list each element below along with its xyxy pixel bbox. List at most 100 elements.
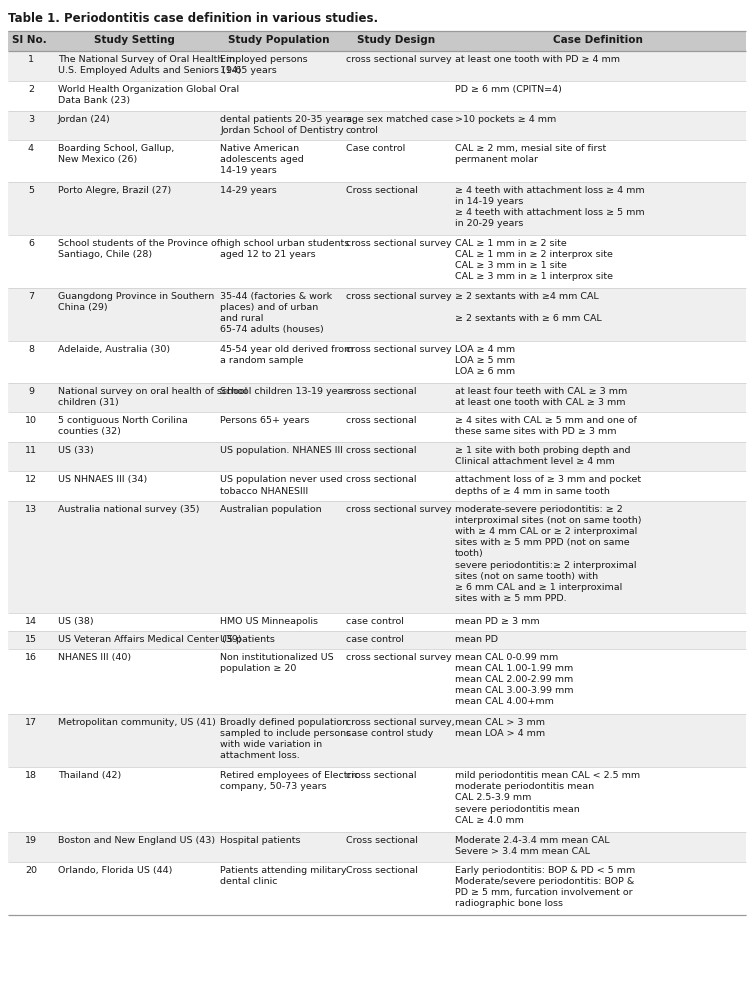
Text: dental patients 20-35 years,
Jordan School of Dentistry: dental patients 20-35 years, Jordan Scho… xyxy=(220,115,355,134)
Text: mild periodontitis mean CAL < 2.5 mm
moderate periodontitis mean
CAL 2.5-3.9 mm
: mild periodontitis mean CAL < 2.5 mm mod… xyxy=(455,771,640,825)
Text: ≥ 4 sites with CAL ≥ 5 mm and one of
these same sites with PD ≥ 3 mm: ≥ 4 sites with CAL ≥ 5 mm and one of the… xyxy=(455,416,636,436)
Text: HMO US Minneapolis: HMO US Minneapolis xyxy=(220,618,318,626)
Text: Guangdong Province in Southern
China (29): Guangdong Province in Southern China (29… xyxy=(58,292,214,312)
Text: cross sectional survey: cross sectional survey xyxy=(345,292,451,301)
Text: Boarding School, Gallup,
New Mexico (26): Boarding School, Gallup, New Mexico (26) xyxy=(58,144,174,164)
Bar xyxy=(8,288,746,342)
Text: PD ≥ 6 mm (CPITN=4): PD ≥ 6 mm (CPITN=4) xyxy=(455,85,562,94)
Bar xyxy=(8,862,746,915)
Text: US patients: US patients xyxy=(220,635,275,644)
Text: The National Survey of Oral Health in
U.S. Employed Adults and Seniors (14): The National Survey of Oral Health in U.… xyxy=(58,56,241,76)
Text: cross sectional: cross sectional xyxy=(345,475,416,484)
Text: Patients attending military
dental clinic: Patients attending military dental clini… xyxy=(220,866,347,885)
Text: 35-44 (factories & work
places) and of urban
and rural
65-74 adults (houses): 35-44 (factories & work places) and of u… xyxy=(220,292,333,335)
Text: 20: 20 xyxy=(25,866,37,874)
Text: NHANES III (40): NHANES III (40) xyxy=(58,653,131,662)
Text: US NHNAES III (34): US NHNAES III (34) xyxy=(58,475,147,484)
Text: 7: 7 xyxy=(28,292,34,301)
Text: CAL ≥ 2 mm, mesial site of first
permanent molar: CAL ≥ 2 mm, mesial site of first permane… xyxy=(455,144,606,164)
Text: Australia national survey (35): Australia national survey (35) xyxy=(58,505,199,514)
Text: cross sectional: cross sectional xyxy=(345,386,416,395)
Text: at least one tooth with PD ≥ 4 mm: at least one tooth with PD ≥ 4 mm xyxy=(455,56,620,65)
Text: CAL ≥ 1 mm in ≥ 2 site
CAL ≥ 1 mm in ≥ 2 interprox site
CAL ≥ 3 mm in ≥ 1 site
C: CAL ≥ 1 mm in ≥ 2 site CAL ≥ 1 mm in ≥ 2… xyxy=(455,239,613,281)
Text: ≥ 4 teeth with attachment loss ≥ 4 mm
in 14-19 years
≥ 4 teeth with attachment l: ≥ 4 teeth with attachment loss ≥ 4 mm in… xyxy=(455,185,645,228)
Text: 14-29 years: 14-29 years xyxy=(220,185,277,194)
Text: Study Population: Study Population xyxy=(228,35,329,45)
Text: National survey on oral health of school
children (31): National survey on oral health of school… xyxy=(58,386,247,406)
Bar xyxy=(8,442,746,471)
Text: cross sectional: cross sectional xyxy=(345,446,416,455)
Text: Porto Alegre, Brazil (27): Porto Alegre, Brazil (27) xyxy=(58,185,171,194)
Text: Boston and New England US (43): Boston and New England US (43) xyxy=(58,837,215,846)
Text: 13: 13 xyxy=(25,505,37,514)
Text: cross sectional survey: cross sectional survey xyxy=(345,346,451,355)
Text: 14: 14 xyxy=(25,618,37,626)
Bar xyxy=(8,412,746,442)
Text: cross sectional survey: cross sectional survey xyxy=(345,505,451,514)
Text: cross sectional survey: cross sectional survey xyxy=(345,653,451,662)
Text: Native American
adolescents aged
14-19 years: Native American adolescents aged 14-19 y… xyxy=(220,144,304,175)
Text: 10: 10 xyxy=(25,416,37,425)
Text: Non institutionalized US
population ≥ 20: Non institutionalized US population ≥ 20 xyxy=(220,653,334,673)
Text: 12: 12 xyxy=(25,475,37,484)
Text: Cross sectional: Cross sectional xyxy=(345,185,418,194)
Text: 8: 8 xyxy=(28,346,34,355)
Text: 17: 17 xyxy=(25,718,37,727)
Text: US population. NHANES III: US population. NHANES III xyxy=(220,446,343,455)
Bar xyxy=(8,501,746,614)
Text: Australian population: Australian population xyxy=(220,505,322,514)
Text: US (38): US (38) xyxy=(58,618,93,626)
Text: Sl No.: Sl No. xyxy=(12,35,47,45)
Text: 19: 19 xyxy=(25,837,37,846)
Text: ≥ 2 sextants with ≥4 mm CAL

≥ 2 sextants with ≥ 6 mm CAL: ≥ 2 sextants with ≥4 mm CAL ≥ 2 sextants… xyxy=(455,292,602,324)
Text: at least four teeth with CAL ≥ 3 mm
at least one tooth with CAL ≥ 3 mm: at least four teeth with CAL ≥ 3 mm at l… xyxy=(455,386,627,406)
Bar xyxy=(8,614,746,631)
Text: cross sectional: cross sectional xyxy=(345,771,416,780)
Text: 1: 1 xyxy=(28,56,34,65)
Bar xyxy=(8,181,746,235)
Text: Adelaide, Australia (30): Adelaide, Australia (30) xyxy=(58,346,170,355)
Bar xyxy=(8,140,746,181)
Text: LOA ≥ 4 mm
LOA ≥ 5 mm
LOA ≥ 6 mm: LOA ≥ 4 mm LOA ≥ 5 mm LOA ≥ 6 mm xyxy=(455,346,515,376)
Text: 15: 15 xyxy=(25,635,37,644)
Bar xyxy=(8,833,746,862)
Text: 11: 11 xyxy=(25,446,37,455)
Text: Moderate 2.4-3.4 mm mean CAL
Severe > 3.4 mm mean CAL: Moderate 2.4-3.4 mm mean CAL Severe > 3.… xyxy=(455,837,609,857)
Bar xyxy=(8,714,746,767)
Text: 2: 2 xyxy=(28,85,34,94)
Text: 45-54 year old derived from
a random sample: 45-54 year old derived from a random sam… xyxy=(220,346,354,366)
Bar xyxy=(8,81,746,111)
Text: Early periodontitis: BOP & PD < 5 mm
Moderate/severe periodontitis: BOP &
PD ≥ 5: Early periodontitis: BOP & PD < 5 mm Mod… xyxy=(455,866,635,908)
Text: Retired employees of Electric
company, 50-73 years: Retired employees of Electric company, 5… xyxy=(220,771,360,791)
Text: US population never used
tobacco NHANESIII: US population never used tobacco NHANESI… xyxy=(220,475,343,496)
Text: Thailand (42): Thailand (42) xyxy=(58,771,121,780)
Bar xyxy=(8,382,746,412)
Text: 4: 4 xyxy=(28,144,34,153)
Text: 3: 3 xyxy=(28,115,34,124)
Text: age sex matched case
control: age sex matched case control xyxy=(345,115,452,134)
Bar xyxy=(8,111,746,140)
Text: Hospital patients: Hospital patients xyxy=(220,837,301,846)
Text: Orlando, Florida US (44): Orlando, Florida US (44) xyxy=(58,866,172,874)
Text: case control: case control xyxy=(345,618,403,626)
Text: Case Definition: Case Definition xyxy=(553,35,643,45)
Bar xyxy=(8,471,746,501)
Bar xyxy=(8,235,746,288)
Bar xyxy=(8,342,746,382)
Bar xyxy=(8,52,746,81)
Text: mean PD ≥ 3 mm: mean PD ≥ 3 mm xyxy=(455,618,539,626)
Text: School children 13-19 years: School children 13-19 years xyxy=(220,386,352,395)
Text: Case control: Case control xyxy=(345,144,405,153)
Text: Persons 65+ years: Persons 65+ years xyxy=(220,416,309,425)
Text: moderate-severe periodontitis: ≥ 2
interproximal sites (not on same tooth)
with : moderate-severe periodontitis: ≥ 2 inter… xyxy=(455,505,642,603)
Text: Jordan (24): Jordan (24) xyxy=(58,115,111,124)
Text: 5 contiguous North Corilina
counties (32): 5 contiguous North Corilina counties (32… xyxy=(58,416,188,436)
Text: Study Setting: Study Setting xyxy=(94,35,176,45)
Text: mean CAL > 3 mm
mean LOA > 4 mm: mean CAL > 3 mm mean LOA > 4 mm xyxy=(455,718,545,738)
Text: cross sectional survey,
case control study: cross sectional survey, case control stu… xyxy=(345,718,454,738)
Text: Employed persons
19-65 years: Employed persons 19-65 years xyxy=(220,56,308,76)
Text: 5: 5 xyxy=(28,185,34,194)
Text: Study Design: Study Design xyxy=(357,35,435,45)
Text: Cross sectional: Cross sectional xyxy=(345,866,418,874)
Text: 9: 9 xyxy=(28,386,34,395)
